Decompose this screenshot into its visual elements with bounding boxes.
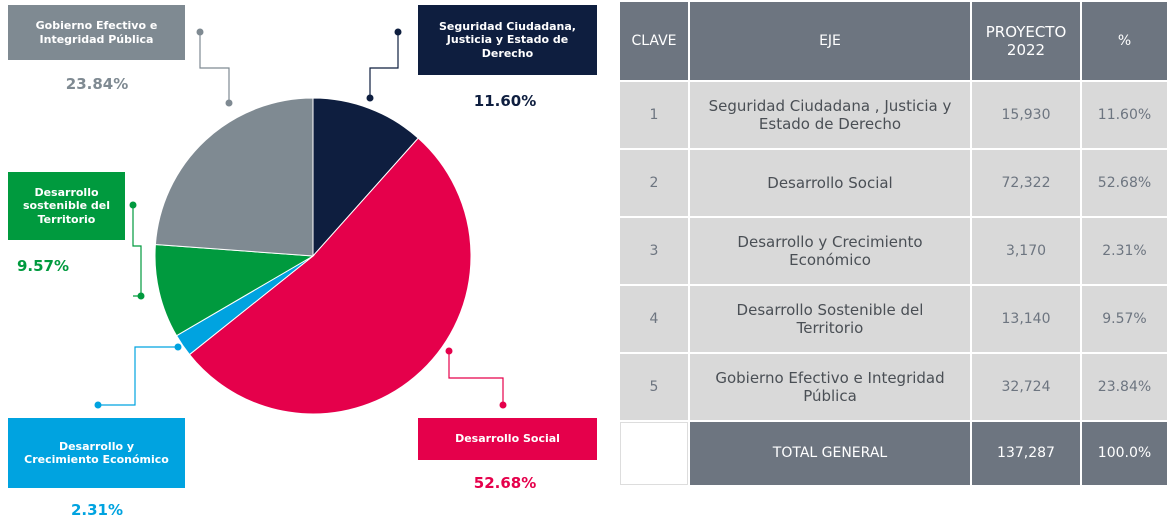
connector	[132, 205, 142, 297]
table-header: PROYECTO 2022	[972, 2, 1080, 80]
dot	[366, 94, 374, 102]
dot	[445, 347, 453, 355]
table-header: EJE	[690, 2, 970, 80]
total-blank	[620, 422, 688, 485]
table-cell: Desarrollo y Crecimiento Económico	[690, 218, 970, 284]
total-cell: 137,287	[972, 422, 1080, 485]
table-cell: Gobierno Efectivo e Integridad Pública	[690, 354, 970, 420]
connector-dots	[94, 28, 507, 409]
value-label: 52.68%	[473, 474, 537, 492]
dot	[174, 343, 182, 351]
table-header: CLAVE	[620, 2, 688, 80]
dot	[137, 292, 145, 300]
connector	[98, 346, 178, 406]
table-cell: 72,322	[972, 150, 1080, 216]
value-label: 23.84%	[65, 75, 129, 93]
legend-box: Desarrollo y Crecimiento Económico	[8, 418, 185, 488]
pie-slice	[154, 243, 315, 337]
connector	[369, 32, 399, 98]
pie-slice	[188, 137, 472, 415]
table-cell: 3,170	[972, 218, 1080, 284]
dot	[94, 401, 102, 409]
table-cell: 15,930	[972, 82, 1080, 148]
dot	[225, 99, 233, 107]
dot	[394, 28, 402, 36]
dot	[129, 201, 137, 209]
pie-slice	[312, 97, 419, 258]
table-cell: 3	[620, 218, 688, 284]
dot	[196, 28, 204, 36]
table-cell: 1	[620, 82, 688, 148]
table-cell: 32,724	[972, 354, 1080, 420]
table-cell: Seguridad Ciudadana , Justicia y Estado …	[690, 82, 970, 148]
table-cell: 2.31%	[1082, 218, 1167, 284]
table-cell: 9.57%	[1082, 286, 1167, 352]
pie-slice	[154, 97, 314, 257]
dot	[499, 401, 507, 409]
connector	[199, 32, 230, 103]
table-cell: 13,140	[972, 286, 1080, 352]
legend-box: Desarrollo sostenible del Territorio	[8, 172, 125, 240]
table-cell: 4	[620, 286, 688, 352]
value-label: 11.60%	[473, 92, 537, 110]
total-cell: 100.0%	[1082, 422, 1167, 485]
connector	[448, 351, 504, 405]
table-cell: 23.84%	[1082, 354, 1167, 420]
table-header: %	[1082, 2, 1167, 80]
table-cell: Desarrollo Sostenible del Territorio	[690, 286, 970, 352]
legend-box: Desarrollo Social	[418, 418, 597, 460]
table-cell: 52.68%	[1082, 150, 1167, 216]
value-label: 9.57%	[16, 257, 70, 275]
table-cell: 2	[620, 150, 688, 216]
table-cell: 5	[620, 354, 688, 420]
value-label: 2.31%	[70, 501, 124, 519]
connectors	[98, 32, 504, 406]
table-cell: Desarrollo Social	[690, 150, 970, 216]
table-cell: 11.60%	[1082, 82, 1167, 148]
total-cell: TOTAL GENERAL	[690, 422, 970, 485]
legend-box: Seguridad Ciudadana, Justicia y Estado d…	[418, 5, 597, 75]
legend-box: Gobierno Efectivo e Integridad Pública	[8, 5, 185, 60]
